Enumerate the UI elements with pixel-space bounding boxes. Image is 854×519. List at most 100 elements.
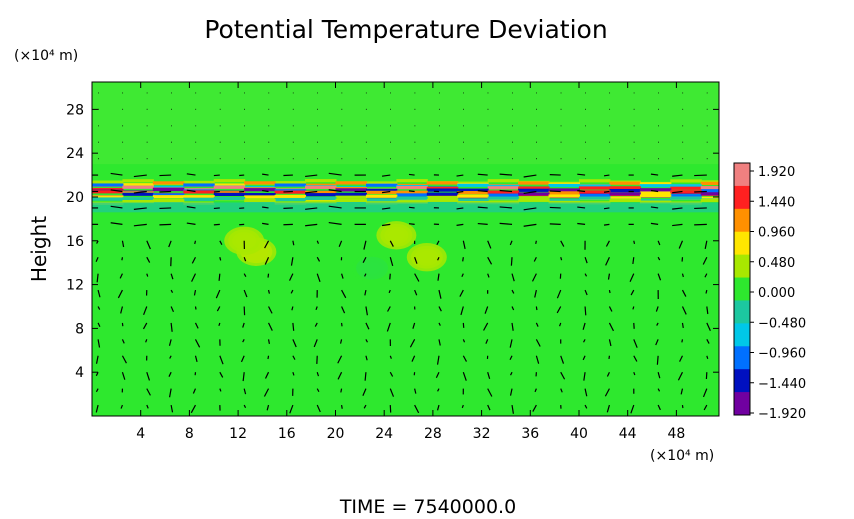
x-tick-label: 20 (327, 426, 345, 442)
colorbar-label: 0.480 (758, 256, 795, 271)
tropopause-cell (365, 188, 398, 193)
wind-vector (408, 190, 415, 193)
wind-vector (657, 256, 661, 261)
wind-vector (630, 289, 635, 296)
wind-vector (633, 240, 636, 244)
colorbar-label: 1.920 (758, 165, 795, 180)
wind-vector (456, 190, 464, 194)
wind-vector (584, 388, 588, 397)
wind-vector (97, 339, 101, 348)
wind-vector (337, 355, 343, 364)
wind-vector (387, 306, 391, 312)
tropopause-cell (670, 186, 702, 190)
wind-vector (267, 322, 273, 331)
tropopause-cell (609, 188, 641, 193)
tropopause-cell (578, 190, 611, 194)
wind-vector (337, 371, 343, 380)
tropopause-cell (152, 199, 185, 203)
tropopause-cell (396, 185, 428, 190)
tropopause-cell (700, 186, 719, 190)
time-label: TIME = 7540000.0 (339, 496, 516, 518)
wind-vector (305, 223, 318, 227)
wind-vector (477, 206, 488, 209)
tropopause-cell (335, 188, 367, 192)
tropopause-cell (365, 183, 398, 187)
tropopause-cell (274, 181, 307, 185)
wind-vector (328, 172, 342, 176)
x-tick-label: 48 (667, 426, 685, 442)
wind-vector (485, 339, 489, 344)
wind-vector (534, 388, 537, 393)
colorbar: 1.920 1.440 0.960 0.480 0.000 −0.480 −0.960 −1.… (733, 162, 806, 422)
wind-vector (438, 322, 441, 326)
tropopause-cell (365, 181, 398, 185)
tropopause-cell (487, 193, 520, 197)
colorbar-segment (734, 300, 750, 324)
tropopause-cell (457, 194, 489, 198)
wind-vector (531, 273, 537, 282)
wind-vector (523, 207, 537, 211)
tropopause-cell (670, 194, 702, 198)
wind-vector (487, 256, 493, 265)
wind-vector (681, 322, 684, 329)
wind-vector (146, 240, 151, 250)
wind-vector (655, 339, 659, 346)
wind-vector (133, 223, 147, 227)
tropopause-cell (213, 183, 246, 187)
wind-vector (389, 355, 392, 359)
wind-vector (409, 339, 416, 348)
tropopause-cell (244, 195, 276, 199)
tropopause-cell (518, 198, 550, 202)
wind-vector (389, 371, 394, 377)
wind-vector (680, 388, 684, 395)
wind-vector (633, 371, 636, 376)
wind-vector (288, 273, 294, 281)
x-unit-label: (×10⁴ m) (650, 448, 714, 464)
wind-vector (170, 404, 174, 413)
wind-vector (262, 206, 269, 209)
wind-vector (292, 355, 296, 360)
wind-vector (121, 257, 124, 261)
tropopause-cell (122, 183, 154, 187)
y-tick-label: 24 (66, 146, 84, 162)
tropopause-cell (183, 197, 215, 201)
wind-vector (262, 189, 269, 193)
y-tick-label: 28 (66, 102, 84, 118)
tropopause-cell (670, 184, 702, 188)
x-tick-label: 44 (619, 426, 637, 442)
tropopause-cell (92, 183, 124, 187)
wind-vector (292, 339, 297, 348)
tropopause-cell (700, 196, 719, 200)
wind-vector (328, 189, 342, 193)
tropopause-cell (122, 197, 154, 201)
tropopause-cell (639, 200, 672, 204)
tropopause-cell (122, 192, 154, 196)
anomaly-patch (352, 253, 393, 283)
wind-vector (262, 222, 269, 225)
tropopause-cell (548, 200, 580, 205)
wind-vector (219, 371, 224, 378)
wind-vector (582, 322, 586, 330)
wind-vector (656, 322, 659, 326)
wind-vector (97, 289, 101, 298)
tropopause-cell (335, 198, 367, 203)
wind-vector (633, 339, 638, 348)
wind-vector (305, 190, 318, 194)
wind-vector (657, 388, 661, 392)
wind-vector (702, 388, 708, 398)
x-tick-label: 4 (136, 426, 145, 442)
wind-vector (268, 306, 273, 314)
wind-vector (456, 174, 464, 177)
tropopause-cell (183, 183, 215, 187)
wind-vector (523, 223, 537, 227)
wind-vector (216, 306, 221, 312)
tropopause-cell (152, 185, 185, 189)
wind-vector (577, 222, 586, 225)
x-tick-label: 28 (424, 426, 442, 442)
tropopause-cell (518, 181, 550, 185)
x-tick-label: 40 (570, 426, 588, 442)
wind-vector (583, 339, 586, 343)
wind-vector (556, 306, 562, 314)
tropopause-cell (335, 192, 367, 196)
wind-vector (243, 273, 247, 278)
